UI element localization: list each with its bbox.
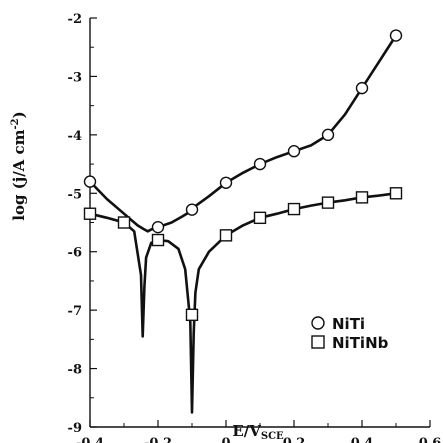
x-tick-label: -0.2 bbox=[144, 436, 172, 443]
x-tick-label: 0.2 bbox=[283, 436, 306, 443]
point-nitinb bbox=[83, 207, 97, 220]
point-niti bbox=[389, 29, 403, 42]
x-tick-label: -0.4 bbox=[76, 436, 104, 443]
point-nitinb bbox=[321, 196, 335, 209]
y-tick-label: -7 bbox=[68, 304, 82, 319]
point-nitinb bbox=[185, 308, 199, 322]
y-tick-label: -5 bbox=[68, 187, 82, 202]
y-axis-title-sup: -2 bbox=[10, 118, 21, 129]
y-tick-label: -6 bbox=[68, 246, 82, 261]
series-layer bbox=[83, 29, 403, 414]
x-axis-title: E/VSCE bbox=[232, 422, 284, 442]
y-tick-label: -8 bbox=[68, 363, 82, 378]
y-tick-label: -9 bbox=[68, 421, 82, 436]
point-niti bbox=[151, 220, 165, 234]
point-nitinb bbox=[355, 191, 369, 204]
y-axis-title-end: ) bbox=[10, 111, 28, 118]
y-axis-title-main: log (j/A cm bbox=[10, 129, 28, 220]
point-nitinb bbox=[287, 202, 301, 216]
legend-nitinb-marker bbox=[311, 335, 325, 349]
point-nitinb bbox=[117, 216, 131, 229]
point-nitinb bbox=[253, 211, 267, 225]
legend-nitinb-label: NiTiNb bbox=[332, 334, 389, 352]
x-axis-title-main: E/V bbox=[232, 422, 261, 440]
x-tick-label: 0.6 bbox=[419, 436, 442, 443]
point-niti bbox=[321, 128, 335, 142]
point-niti bbox=[185, 203, 199, 216]
x-axis-title-sub: SCE bbox=[261, 431, 284, 442]
y-ticks: -2 -3 -4 -5 -6 -7 -8 -9 bbox=[68, 12, 97, 436]
series-line-niti bbox=[89, 34, 398, 233]
series-line-nitinb bbox=[89, 192, 397, 414]
legend-niti-marker bbox=[311, 316, 325, 330]
point-niti bbox=[219, 176, 233, 189]
legend: NiTi NiTiNb bbox=[311, 315, 389, 352]
x-tick-label: 0.4 bbox=[351, 436, 374, 443]
point-niti bbox=[253, 157, 267, 171]
point-nitinb bbox=[219, 229, 233, 242]
point-nitinb bbox=[151, 233, 165, 247]
y-axis-title: log (j/A cm-2) bbox=[10, 111, 28, 221]
point-niti bbox=[83, 175, 97, 188]
point-niti bbox=[355, 81, 369, 95]
x-ticks: -0.4 -0.2 0 0.2 0.4 0.6 bbox=[76, 420, 441, 443]
legend-niti-label: NiTi bbox=[332, 315, 365, 333]
y-tick-label: -4 bbox=[68, 129, 82, 144]
y-tick-label: -3 bbox=[68, 70, 82, 85]
point-nitinb bbox=[389, 187, 403, 200]
plot-area bbox=[90, 18, 430, 443]
x-tick-label: 0 bbox=[221, 436, 230, 443]
point-niti bbox=[287, 145, 301, 158]
y-tick-label: -2 bbox=[68, 12, 82, 27]
